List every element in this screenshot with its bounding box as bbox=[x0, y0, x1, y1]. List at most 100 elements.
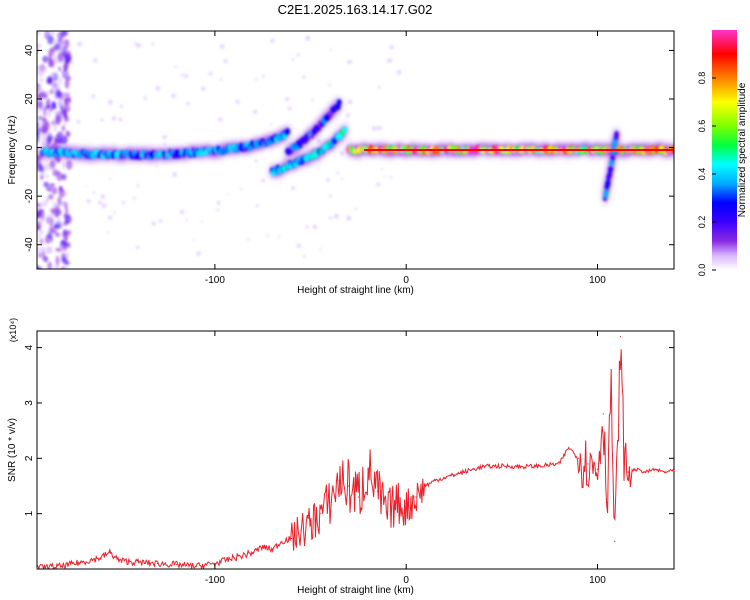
snr-multiplier: (x10⁴) bbox=[8, 318, 18, 342]
noise-blob bbox=[63, 93, 69, 98]
faint-blob bbox=[291, 57, 295, 61]
snr-point bbox=[673, 469, 675, 472]
faint-blob bbox=[311, 98, 314, 102]
noise-blob bbox=[66, 242, 71, 248]
faint-blob bbox=[347, 99, 353, 105]
snr-point bbox=[614, 540, 616, 542]
faint-blob bbox=[77, 41, 83, 47]
faint-blob bbox=[100, 194, 106, 199]
noise-blob bbox=[60, 31, 66, 39]
snr-point bbox=[610, 380, 612, 382]
noise-blob bbox=[45, 173, 49, 179]
faint-blob bbox=[376, 182, 381, 187]
faint-blob bbox=[70, 61, 74, 65]
snr-point bbox=[214, 562, 216, 565]
faint-blob bbox=[339, 150, 345, 156]
noise-blob bbox=[37, 234, 40, 239]
snr-point bbox=[36, 567, 38, 569]
faint-blob bbox=[97, 200, 102, 205]
faint-blob bbox=[269, 123, 273, 126]
faint-blob bbox=[162, 142, 166, 146]
snr-point bbox=[80, 561, 82, 563]
snr-point bbox=[309, 524, 312, 526]
faint-blob bbox=[254, 77, 258, 81]
ridge-core-blob bbox=[608, 165, 614, 172]
noise-blob bbox=[58, 188, 66, 198]
noise-blob bbox=[37, 146, 41, 156]
snr-ytick-label: 2 bbox=[24, 455, 35, 461]
snr-point bbox=[654, 468, 656, 470]
noise-blob bbox=[57, 217, 61, 226]
faint-blob bbox=[219, 78, 223, 81]
snr-point bbox=[348, 485, 350, 487]
noise-blob bbox=[53, 207, 59, 217]
noise-blob bbox=[42, 55, 49, 63]
noise-blob bbox=[40, 212, 46, 222]
noise-blob bbox=[53, 122, 57, 133]
noise-blob bbox=[64, 261, 70, 266]
noise-blob bbox=[55, 255, 60, 266]
noise-blob bbox=[50, 183, 56, 188]
noise-blob bbox=[38, 229, 44, 236]
faint-blob bbox=[266, 234, 270, 238]
noise-blob bbox=[53, 224, 60, 230]
ridge-core-blob bbox=[337, 99, 342, 106]
noise-blob bbox=[54, 232, 61, 238]
faint-blob bbox=[47, 131, 52, 136]
faint-blob bbox=[346, 215, 352, 221]
faint-blob bbox=[328, 83, 331, 86]
faint-blob bbox=[287, 106, 292, 111]
noise-blob bbox=[44, 31, 49, 40]
spectrogram-ylabel: Frequency (Hz) bbox=[7, 116, 18, 185]
noise-blob bbox=[62, 201, 67, 207]
faint-blob bbox=[208, 71, 213, 76]
faint-blob bbox=[91, 94, 96, 99]
faint-blob bbox=[305, 35, 311, 41]
faint-blob bbox=[119, 104, 124, 109]
noise-blob bbox=[56, 169, 60, 176]
noise-blob bbox=[51, 212, 55, 218]
noise-blob bbox=[52, 53, 57, 63]
snr-point bbox=[271, 549, 273, 551]
colorbar-gradient bbox=[712, 30, 737, 270]
snr-point bbox=[520, 466, 522, 468]
snr-point bbox=[577, 457, 579, 459]
faint-blob bbox=[57, 101, 63, 107]
snr-point bbox=[99, 557, 101, 559]
faint-blob bbox=[387, 58, 393, 64]
faint-blob bbox=[100, 118, 104, 122]
faint-blob bbox=[136, 43, 142, 48]
faint-blob bbox=[239, 187, 243, 191]
faint-blob bbox=[134, 42, 137, 45]
snr-data-points bbox=[36, 335, 675, 569]
ridge-4 bbox=[602, 128, 620, 205]
snr-point bbox=[118, 560, 120, 562]
faint-blob bbox=[65, 192, 68, 195]
snr-xtick-label: 100 bbox=[589, 575, 606, 586]
snr-point bbox=[443, 477, 446, 479]
colorbar-tick-label: 0.6 bbox=[697, 120, 707, 133]
snr-point bbox=[596, 468, 599, 470]
faint-blob bbox=[296, 53, 301, 57]
noise-blob bbox=[57, 52, 64, 62]
faint-blob bbox=[136, 184, 140, 187]
noise-blob bbox=[37, 220, 42, 230]
snr-point bbox=[453, 474, 455, 476]
snr-point bbox=[252, 551, 254, 553]
noise-blob bbox=[41, 103, 46, 114]
faint-blob bbox=[107, 215, 113, 220]
spectrogram-xtick-label: -100 bbox=[205, 275, 225, 286]
faint-blob bbox=[302, 75, 306, 79]
faint-blob bbox=[270, 38, 275, 44]
snr-point bbox=[109, 551, 111, 553]
snr-point bbox=[424, 485, 426, 487]
noise-blob bbox=[37, 266, 42, 269]
faint-blob bbox=[246, 237, 250, 241]
spectrogram-xtick-label: 100 bbox=[589, 275, 606, 286]
faint-blob bbox=[183, 73, 189, 79]
faint-blob bbox=[118, 117, 123, 122]
faint-blob bbox=[41, 241, 45, 245]
noise-blob bbox=[43, 163, 51, 171]
faint-blob bbox=[219, 44, 225, 49]
ridge-0 bbox=[39, 125, 291, 164]
